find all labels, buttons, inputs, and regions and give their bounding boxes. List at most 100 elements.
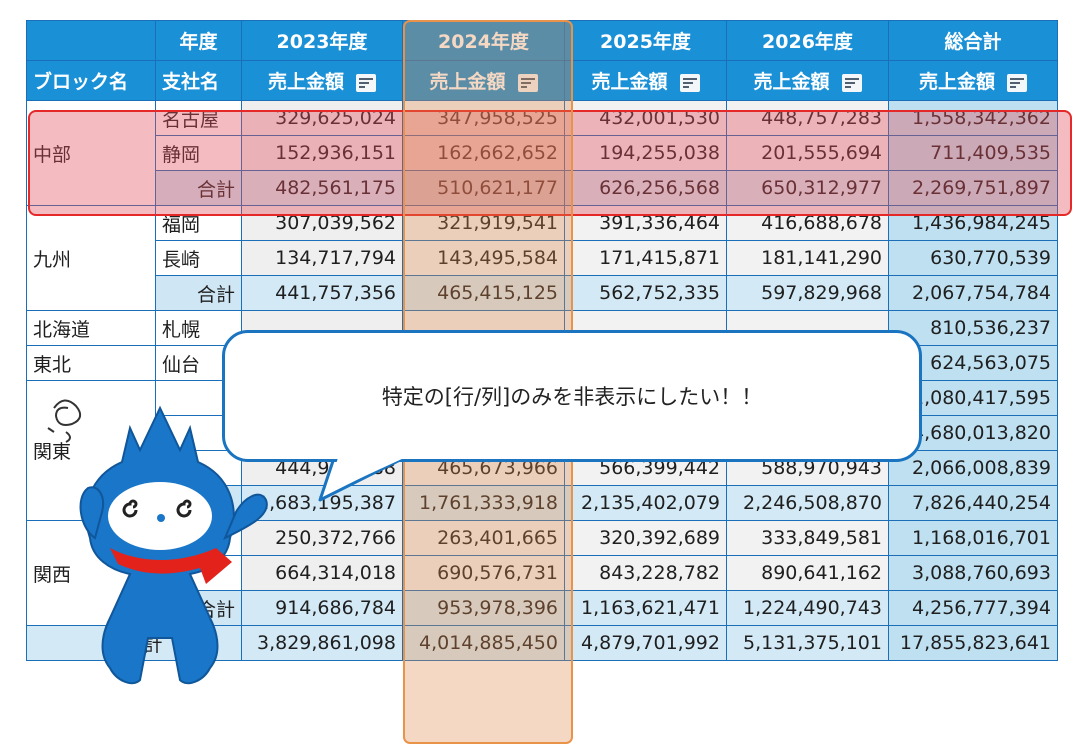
header-branch-name[interactable]: 支社名 <box>155 60 242 101</box>
grand-total-value: 7,826,440,254 <box>888 485 1058 521</box>
header-measure-cell: 売上金額 <box>888 60 1058 101</box>
sales-value-2025: 562,752,335 <box>564 275 727 311</box>
sales-value-2025: 320,392,689 <box>564 520 727 556</box>
sales-value-2025: 1,163,621,471 <box>564 590 727 626</box>
filter-icon[interactable] <box>356 73 376 92</box>
sales-value-2026: 2,246,508,870 <box>726 485 889 521</box>
grand-total-value: 711,409,535 <box>888 135 1058 171</box>
header-year-2023[interactable]: 2023年度 <box>241 20 403 61</box>
table-row: 九州 福岡 307,039,562 321,919,541 391,336,464 416… <box>26 205 1058 311</box>
block-name-cell: 九州 <box>26 205 156 311</box>
table-row: 664,314,018 690,576,731 843,228,782 890,641… <box>27 555 1058 591</box>
sales-value-2023: 250,372,766 <box>241 520 403 556</box>
sales-value-2026: 5,131,375,101 <box>726 625 889 661</box>
sales-value-2023: 134,717,794 <box>241 240 403 276</box>
sales-value-2024: 1,761,333,918 <box>402 485 565 521</box>
filter-icon[interactable] <box>841 73 862 92</box>
sales-value-2026: 597,829,968 <box>726 275 889 311</box>
sales-value-2024: 465,415,125 <box>402 275 565 311</box>
sales-value-2025: 843,228,782 <box>564 555 727 591</box>
header-measure-cell: 売上金額 <box>564 60 727 101</box>
mascot-arm-left <box>79 486 104 540</box>
header-year-2026[interactable]: 2026年度 <box>726 20 889 61</box>
block-name-cell: 東北 <box>26 345 156 381</box>
table-row: 中部 名古屋 329,625,024 347,958,525 432,001,530 44… <box>26 100 1058 206</box>
subtotal-row: 合計 441,757,356 465,415,125 562,752,335 597,8… <box>27 275 1058 311</box>
sales-value-2024: 321,919,541 <box>402 205 565 241</box>
sales-value-2024: 143,495,584 <box>402 240 565 276</box>
grand-total-value: 1,436,984,245 <box>888 205 1058 241</box>
sales-value-2026: 650,312,977 <box>726 170 889 206</box>
header-measure-cell: 売上金額 <box>726 60 889 101</box>
sales-value-2025: 171,415,871 <box>564 240 727 276</box>
header-corner <box>26 20 156 61</box>
sales-value-2024: 162,662,652 <box>402 135 565 171</box>
grand-total-value: 2,067,754,784 <box>888 275 1058 311</box>
header-year-2024[interactable]: 2024年度 <box>402 20 565 61</box>
sales-value-2025: 391,336,464 <box>564 205 727 241</box>
sales-value-2026: 890,641,162 <box>726 555 889 591</box>
sales-value-2026: 333,849,581 <box>726 520 889 556</box>
table-row: 長崎 134,717,794 143,495,584 171,415,871 181,1… <box>27 240 1058 276</box>
table-row: 静岡 152,936,151 162,662,652 194,255,038 201,5… <box>27 135 1058 171</box>
block-name-cell: 中部 <box>26 100 156 206</box>
grand-total-value: 4,256,777,394 <box>888 590 1058 626</box>
sales-value-2023: 482,561,175 <box>241 170 403 206</box>
sales-value-2025: 4,879,701,992 <box>564 625 727 661</box>
header-year-caption: 年度 <box>155 20 242 61</box>
grand-total-row: 総合計3,829,861,0984,014,885,4504,879,701,9… <box>26 625 1058 661</box>
filter-icon[interactable] <box>679 73 700 92</box>
sales-value-2026: 416,688,678 <box>726 205 889 241</box>
header-measure-label: 売上金額 <box>267 71 344 93</box>
grand-total-value: 2,269,751,897 <box>888 170 1058 206</box>
sales-value-2023: 914,686,784 <box>241 590 403 626</box>
subtotal-label: 合計 <box>155 170 242 206</box>
grand-total-value: 17,855,823,641 <box>888 625 1058 661</box>
mascot-scarf <box>110 548 232 584</box>
grand-total-value: 630,770,539 <box>888 240 1058 276</box>
grand-total-value: 3,088,760,693 <box>888 555 1058 591</box>
sales-value-2025: 194,255,038 <box>564 135 727 171</box>
sales-value-2023: 441,757,356 <box>241 275 403 311</box>
block-name-cell: 北海道 <box>26 310 156 346</box>
header-row-years: 年度 2023年度 2024年度 2025年度 2026年度 総合計 <box>26 20 1058 61</box>
branch-name-cell: 名古屋 <box>155 100 242 136</box>
sales-value-2024: 347,958,525 <box>402 100 565 136</box>
grand-total-value: 810,536,237 <box>888 310 1058 346</box>
sales-value-2025: 626,256,568 <box>564 170 727 206</box>
row-highlight-chubu <box>28 110 1072 216</box>
subtotal-row: 合計 914,686,784 953,978,396 1,163,621,471 1,2… <box>27 590 1058 626</box>
sales-value-2024: 263,401,665 <box>402 520 565 556</box>
grand-total-value: 1,558,342,362 <box>888 100 1058 136</box>
sales-value-2023: 664,314,018 <box>241 555 403 591</box>
sales-value-2024: 953,978,396 <box>402 590 565 626</box>
subtotal-row: 合計 482,561,175 510,621,177 626,256,568 650,3… <box>27 170 1058 206</box>
sales-value-2024: 690,576,731 <box>402 555 565 591</box>
filter-icon[interactable] <box>517 73 538 92</box>
subtotal-row: 1,683,195,387 1,761,333,918 2,135,402,079 2… <box>27 485 1058 521</box>
header-measure-label: 売上金額 <box>429 71 506 93</box>
speech-bubble: 特定の[行/列]のみを非表示にしたい！！ <box>222 330 922 462</box>
sales-value-2025: 2,135,402,079 <box>564 485 727 521</box>
branch-name-cell: 静岡 <box>155 135 242 171</box>
grand-total-value: 2,066,008,839 <box>888 450 1058 486</box>
header-block-name[interactable]: ブロック名 <box>26 60 156 101</box>
swirl-eyes-icon <box>122 499 192 518</box>
pivot-table: 年度 2023年度 2024年度 2025年度 2026年度 総合計 ブロック名 支社名 売上金… <box>26 20 1058 661</box>
header-row-fields: ブロック名 支社名 売上金額 売上金額 売上金額 売上金額 売上金額 <box>26 60 1058 101</box>
speech-bubble-text: 特定の[行/列]のみを非表示にしたい！！ <box>381 385 763 409</box>
header-year-2025[interactable]: 2025年度 <box>564 20 727 61</box>
mascot-character <box>47 399 268 685</box>
sales-value-2026: 201,555,694 <box>726 135 889 171</box>
sales-value-2024: 510,621,177 <box>402 170 565 206</box>
filter-icon[interactable] <box>1007 73 1027 92</box>
sales-value-2024: 4,014,885,450 <box>402 625 565 661</box>
header-measure-label: 売上金額 <box>918 71 995 93</box>
branch-name-cell: 福岡 <box>155 205 242 241</box>
header-grand-total[interactable]: 総合計 <box>888 20 1058 61</box>
header-measure-cell: 売上金額 <box>241 60 403 101</box>
dizzy-icon <box>47 399 82 443</box>
sales-value-2026: 181,141,290 <box>726 240 889 276</box>
branch-name-cell: 長崎 <box>155 240 242 276</box>
